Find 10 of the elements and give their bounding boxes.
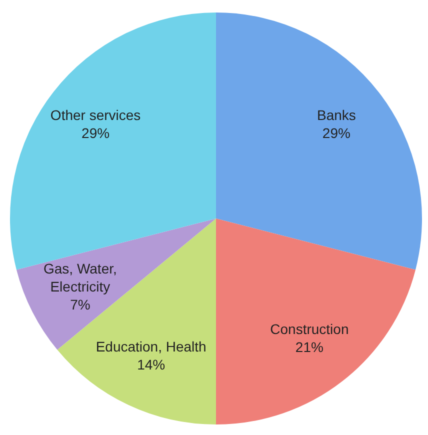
- data-label: 14%: [137, 356, 166, 372]
- data-label: 29%: [82, 124, 110, 141]
- data-label: 21%: [295, 338, 324, 355]
- data-label: 29%: [322, 124, 350, 141]
- slice-label: Other services: [50, 106, 141, 123]
- data-label: 7%: [70, 296, 90, 313]
- slice-label: Construction: [270, 320, 349, 337]
- slice-label: Banks: [316, 106, 356, 123]
- slice-label: Education, Health: [96, 338, 206, 354]
- slice-label: Gas, Water, Electricity: [43, 260, 117, 295]
